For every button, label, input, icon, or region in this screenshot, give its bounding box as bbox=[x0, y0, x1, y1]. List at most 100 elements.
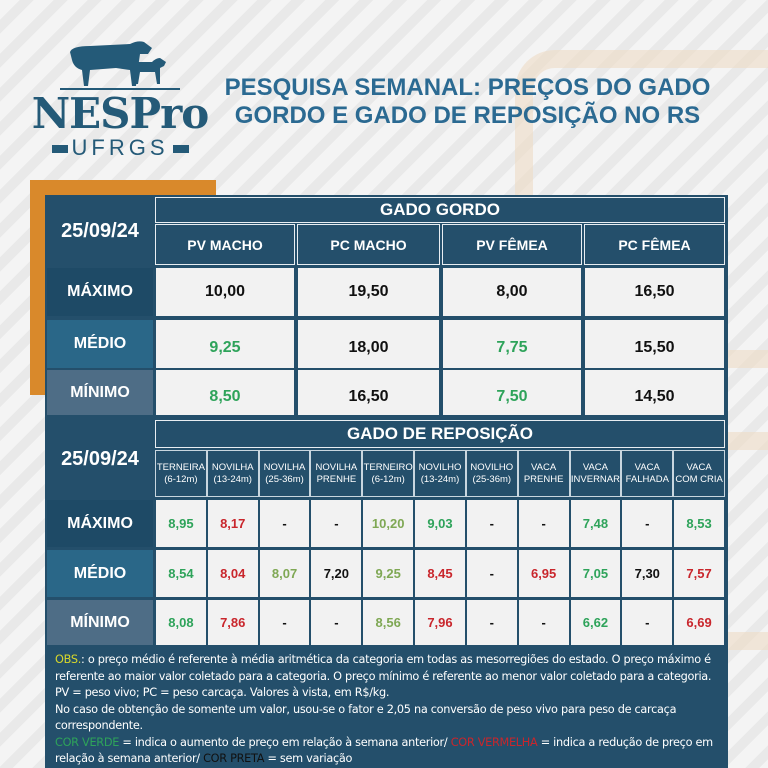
price-cell: 8,53 bbox=[674, 500, 724, 547]
price-cell: 9,25 bbox=[156, 320, 294, 368]
price-cell: 15,50 bbox=[585, 320, 724, 368]
column-header: NOVILHA PRENHE bbox=[310, 450, 363, 497]
column-header-line: NOVILHO bbox=[470, 461, 514, 473]
legend-green: COR VERDE bbox=[55, 735, 120, 749]
date-label: 25/09/24 bbox=[61, 447, 139, 470]
row-label-mínimo: MÍNIMO bbox=[47, 370, 153, 415]
price-cell: 8,00 bbox=[443, 268, 581, 316]
legend-red: COR VERMELHA bbox=[450, 735, 538, 749]
row-label-médio: MÉDIO bbox=[47, 320, 153, 368]
column-header-line: (25-36m) bbox=[472, 473, 512, 485]
column-header: NOVILHA (13-24m) bbox=[206, 450, 259, 497]
price-cell: 9,25 bbox=[363, 550, 414, 597]
price-cell: 8,08 bbox=[156, 600, 206, 645]
column-header-line: (6-12m) bbox=[164, 473, 198, 485]
obs-conversion: No caso de obtenção de somente um valor,… bbox=[55, 702, 677, 733]
column-header: PC MACHO bbox=[297, 224, 440, 265]
price-cell: 7,05 bbox=[570, 550, 621, 597]
column-header-line: (13-24m) bbox=[213, 473, 252, 485]
university-name: UFRGS bbox=[20, 136, 220, 160]
university-text: UFRGS bbox=[71, 135, 169, 160]
date-label: 25/09/24 bbox=[61, 219, 139, 242]
price-cell: 19,50 bbox=[298, 268, 439, 316]
column-header-line: VACA bbox=[531, 461, 557, 473]
obs-label: OBS. bbox=[55, 653, 82, 666]
price-cell: - bbox=[311, 500, 362, 547]
column-header-line: INVERNAR bbox=[570, 473, 620, 485]
price-cell: 8,95 bbox=[156, 500, 206, 547]
column-header-line: TERNEIRO bbox=[363, 461, 413, 473]
page-title: PESQUISA SEMANAL: PREÇOS DO GADO GORDO E… bbox=[224, 74, 711, 129]
price-cell: 10,20 bbox=[363, 500, 414, 547]
cattle-icon bbox=[60, 41, 180, 90]
column-header: PC FÊMEA bbox=[584, 224, 725, 265]
price-cell: 6,69 bbox=[674, 600, 724, 645]
column-header: NOVILHO (25-36m) bbox=[465, 450, 518, 497]
column-header-line: (6-12m) bbox=[371, 473, 405, 485]
obs-units: PV = peso vivo; PC = peso carcaça. Valor… bbox=[55, 686, 390, 699]
column-header-line: (25-36m) bbox=[265, 473, 304, 485]
price-cell: 7,50 bbox=[443, 370, 581, 415]
column-header-line: NOVILHA bbox=[263, 461, 306, 473]
nespro-logo: NESPro UFRGS bbox=[20, 38, 220, 160]
column-header-line: FALHADA bbox=[625, 473, 669, 485]
column-header: NOVILHO (13-24m) bbox=[414, 450, 466, 497]
column-header: VACA PRENHE bbox=[517, 450, 570, 497]
price-cell: 7,30 bbox=[622, 550, 673, 597]
price-cell: 7,20 bbox=[311, 550, 362, 597]
section-heading-reposicao: GADO DE REPOSIÇÃO bbox=[155, 420, 725, 448]
price-cell: - bbox=[518, 500, 569, 547]
price-cell: 7,75 bbox=[443, 320, 581, 368]
price-cell: 7,57 bbox=[674, 550, 724, 597]
column-header: TERNEIRO (6-12m) bbox=[362, 450, 415, 497]
row-label-mínimo: MÍNIMO bbox=[47, 600, 153, 645]
brand-name: NESPro bbox=[31, 89, 209, 138]
column-header-line: NOVILHO bbox=[418, 461, 462, 473]
price-cell: - bbox=[466, 500, 517, 547]
observations-note: OBS.: o preço médio é referente à média … bbox=[55, 652, 725, 768]
price-cell: - bbox=[259, 600, 310, 645]
legend-black-text: = sem variação bbox=[264, 752, 353, 765]
row-label-médio: MÉDIO bbox=[47, 550, 153, 597]
price-cell: 7,48 bbox=[570, 500, 621, 547]
column-header: VACA INVERNAR bbox=[569, 450, 622, 497]
price-cell: - bbox=[622, 600, 673, 645]
price-cell: 7,96 bbox=[415, 600, 465, 645]
column-header: VACA COM CRIA bbox=[673, 450, 725, 497]
price-cell: - bbox=[518, 600, 569, 645]
column-header: PV FÊMEA bbox=[442, 224, 582, 265]
column-header-line: VACA bbox=[582, 461, 609, 473]
price-cell: 8,50 bbox=[156, 370, 294, 415]
obs-text: : o preço médio é referente à média arit… bbox=[55, 653, 712, 683]
price-cell: 10,00 bbox=[156, 268, 294, 316]
price-cell: - bbox=[466, 600, 517, 645]
price-cell: 8,45 bbox=[415, 550, 465, 597]
column-header-line: COM CRIA bbox=[675, 473, 723, 485]
price-cell: 7,86 bbox=[207, 600, 258, 645]
price-cell: 9,03 bbox=[415, 500, 465, 547]
price-cell: 8,07 bbox=[259, 550, 310, 597]
legend-green-text: = indica o aumento de preço em relação à… bbox=[119, 735, 451, 749]
row-label-máximo: MÁXIMO bbox=[47, 500, 153, 547]
column-header-line: PRENHE bbox=[523, 473, 564, 485]
price-cell: - bbox=[622, 500, 673, 547]
column-header-line: PRENHE bbox=[316, 473, 357, 485]
column-header-line: TERNEIRA bbox=[156, 461, 205, 473]
price-cell: 8,54 bbox=[156, 550, 206, 597]
column-header-line: VACA bbox=[634, 461, 660, 473]
price-cell: 8,56 bbox=[363, 600, 414, 645]
price-cell: - bbox=[466, 550, 517, 597]
column-header: VACA FALHADA bbox=[621, 450, 674, 497]
price-cell: - bbox=[311, 600, 362, 645]
section-heading-gordo: GADO GORDO bbox=[155, 197, 725, 223]
price-cell: 6,62 bbox=[570, 600, 621, 645]
price-cell: 8,04 bbox=[207, 550, 258, 597]
column-header-line: NOVILHA bbox=[211, 461, 254, 473]
column-header: PV MACHO bbox=[155, 224, 295, 265]
column-header: TERNEIRA (6-12m) bbox=[155, 450, 207, 497]
row-label-máximo: MÁXIMO bbox=[47, 268, 153, 316]
column-header: NOVILHA (25-36m) bbox=[258, 450, 311, 497]
price-cell: 18,00 bbox=[298, 320, 439, 368]
price-cell: 16,50 bbox=[298, 370, 439, 415]
column-header-line: VACA bbox=[686, 461, 712, 473]
